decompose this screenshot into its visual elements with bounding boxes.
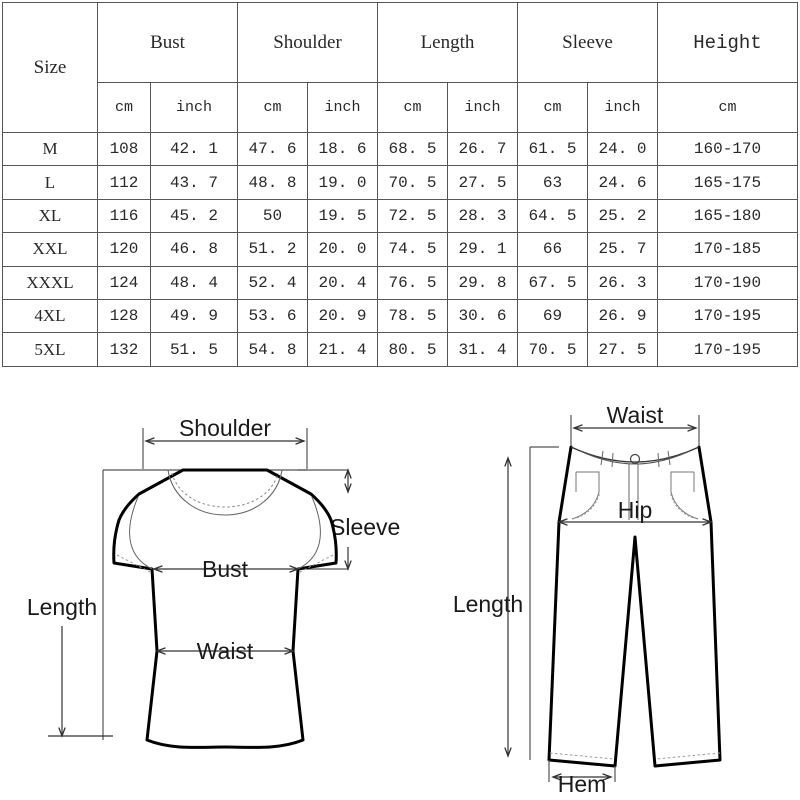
svg-text:Shoulder: Shoulder (179, 415, 271, 441)
svg-text:Waist: Waist (607, 402, 664, 428)
svg-text:Bust: Bust (202, 556, 249, 582)
svg-text:Sleeve: Sleeve (330, 514, 400, 540)
svg-text:Length: Length (27, 594, 97, 620)
svg-text:Hem: Hem (558, 771, 607, 797)
svg-text:Hip: Hip (618, 497, 653, 523)
svg-text:Length: Length (453, 591, 523, 617)
svg-text:Waist: Waist (197, 638, 254, 664)
